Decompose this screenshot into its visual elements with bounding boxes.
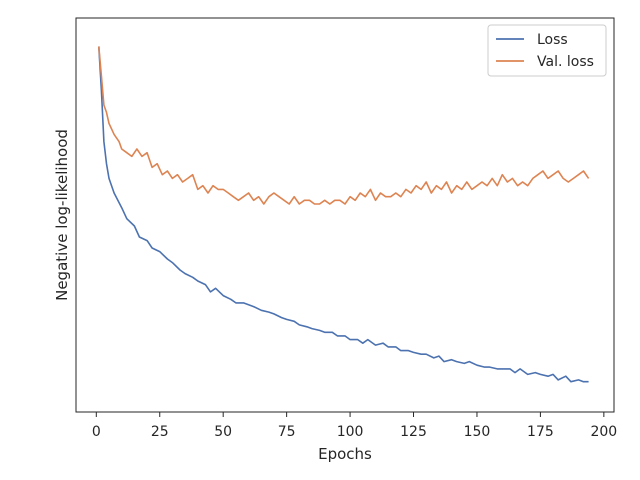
x-axis: 0 25 50 75 100 125 150 175 200 (92, 412, 617, 440)
x-tick-label: 0 (92, 424, 101, 440)
x-axis-label: Epochs (318, 445, 372, 463)
x-tick-label: 200 (590, 424, 617, 440)
x-tick-label: 25 (151, 424, 169, 440)
plot-area (98, 46, 590, 383)
legend-entry-label: Val. loss (537, 54, 594, 70)
x-tick-label: 50 (214, 424, 232, 440)
x-tick-label: 100 (337, 424, 364, 440)
y-axis-label: Negative log-likelihood (53, 129, 71, 301)
x-tick-label: 175 (527, 424, 554, 440)
legend-entry-label: Loss (537, 32, 568, 48)
legend-box (487, 24, 607, 77)
x-tick-label: 125 (400, 424, 427, 440)
x-tick-label: 75 (278, 424, 296, 440)
x-tick-label: 150 (464, 424, 491, 440)
legend: Loss Val. loss (487, 24, 607, 77)
series-line-val-loss (98, 46, 590, 205)
series-line-loss (98, 46, 589, 383)
axes-frame (75, 17, 615, 413)
